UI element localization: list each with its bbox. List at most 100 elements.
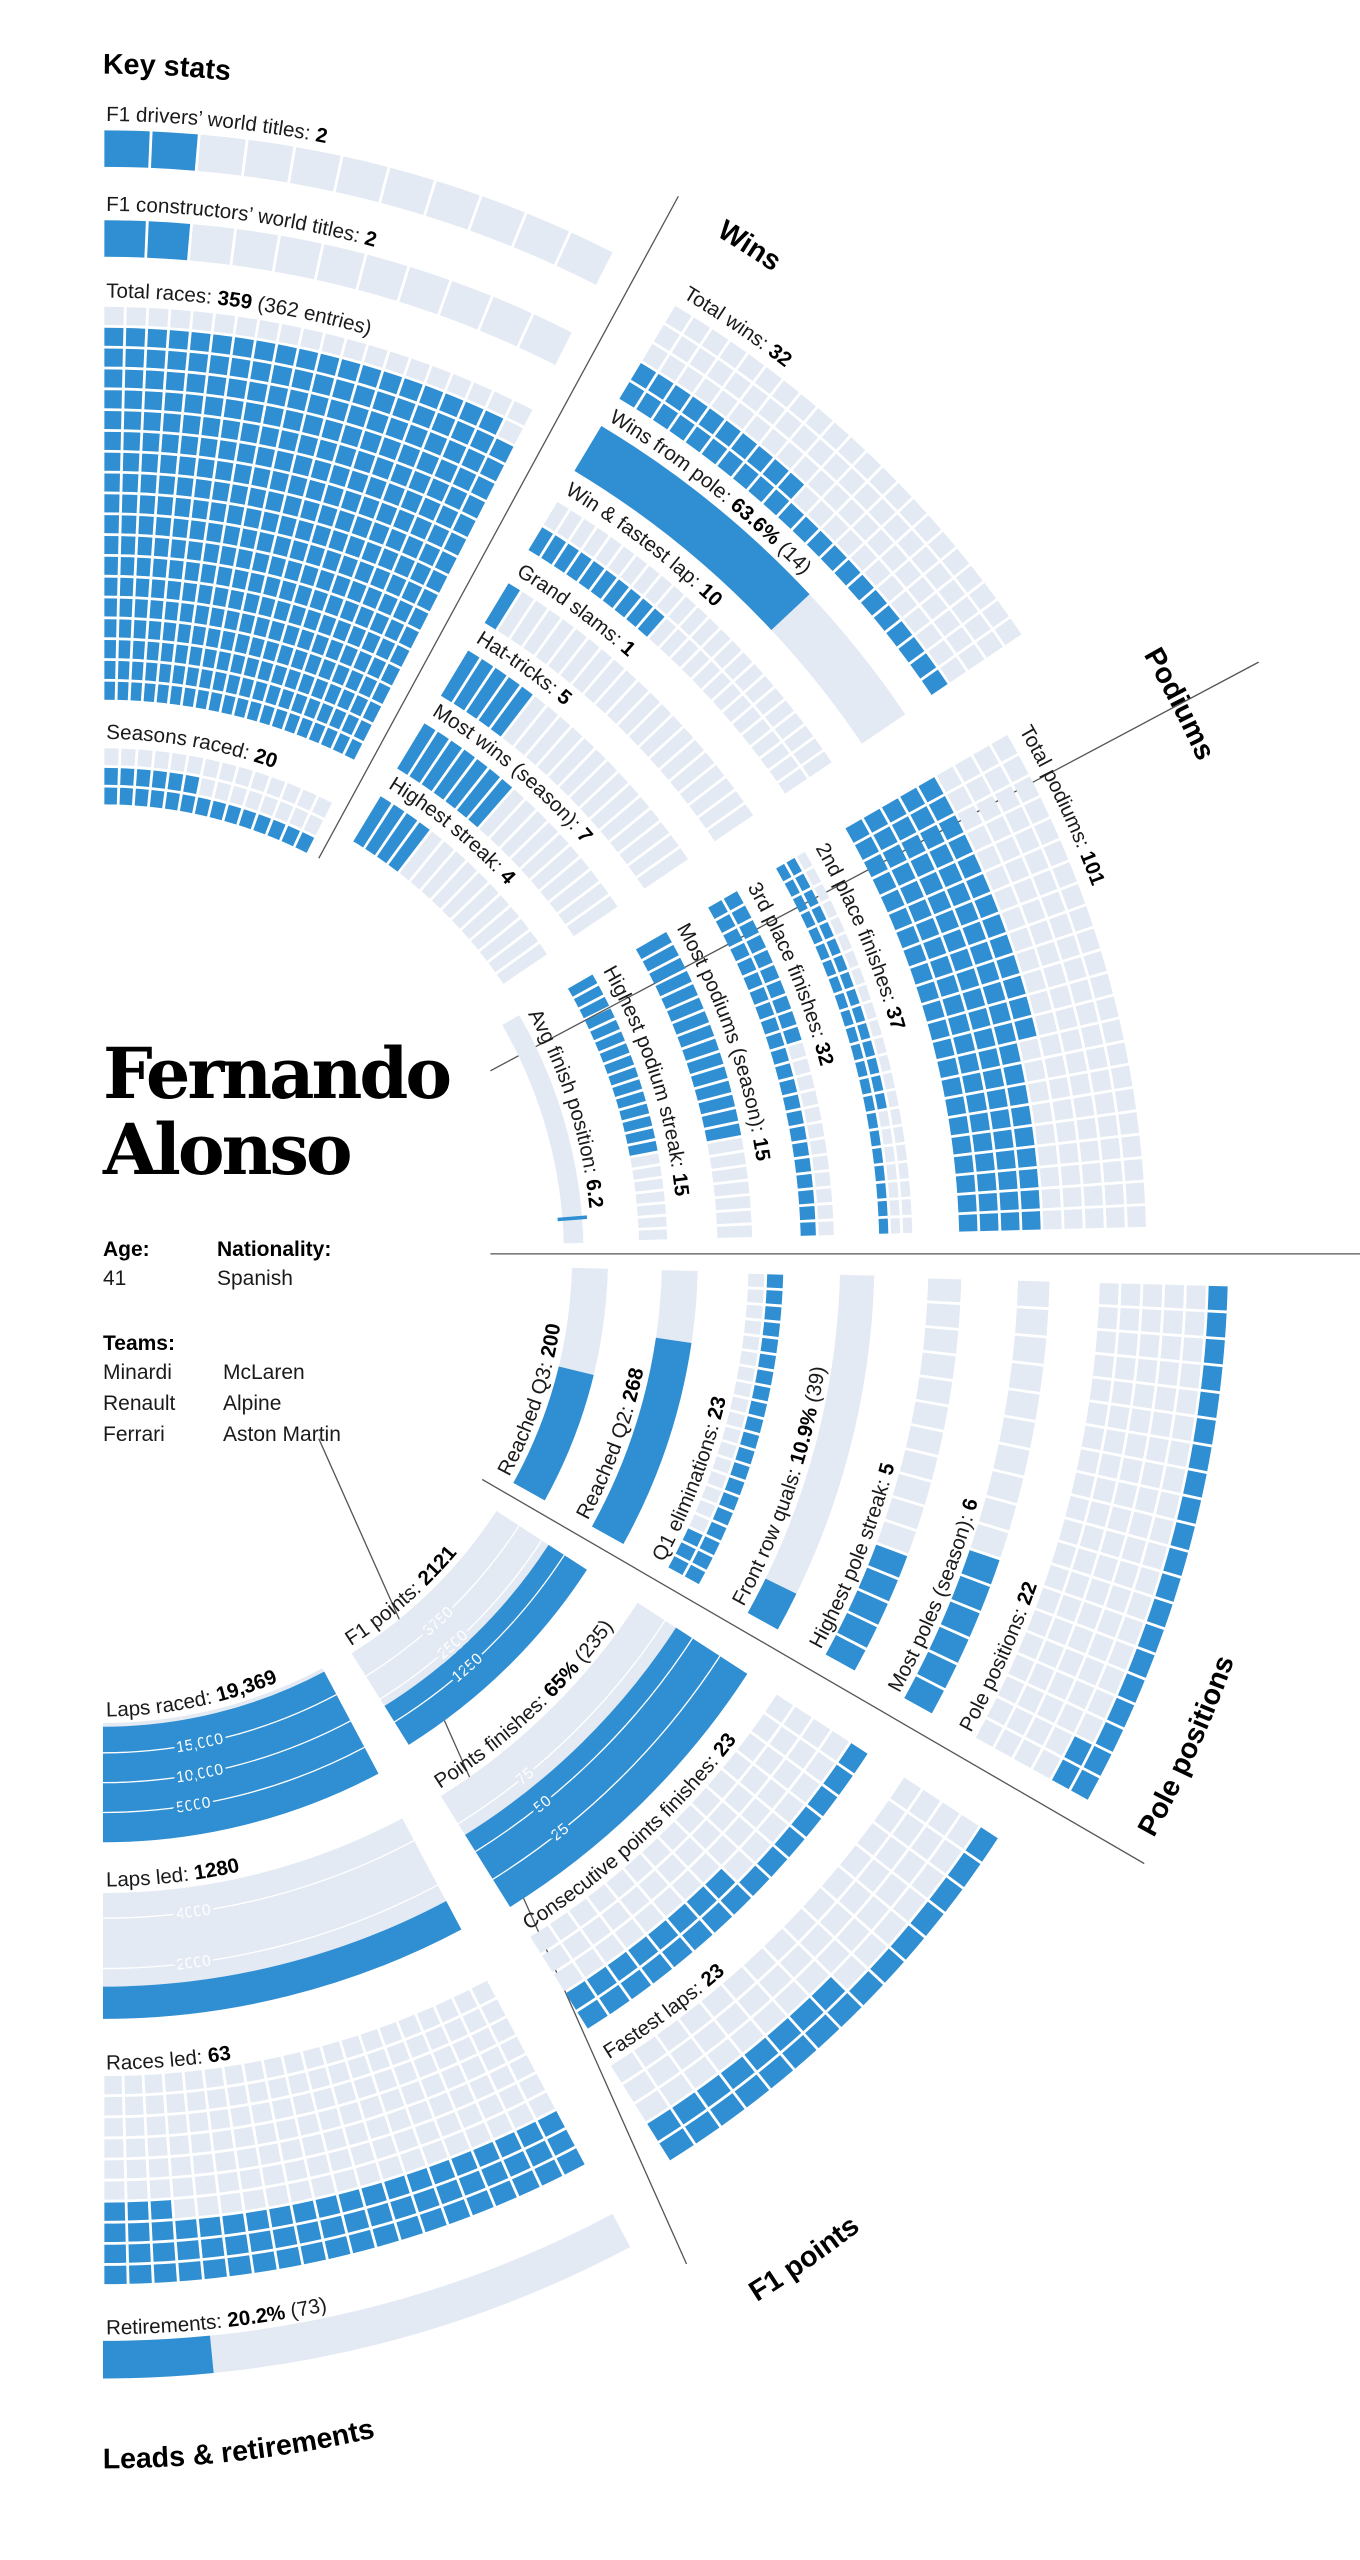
waffle-cell-empty (660, 740, 704, 781)
waffle-cell-empty (1107, 1640, 1135, 1670)
waffle-cell-empty (194, 2174, 217, 2196)
waffle-cell-filled (416, 588, 438, 612)
waffle-cell-filled (104, 431, 121, 451)
waffle-cell-empty (276, 2118, 299, 2141)
waffle-cell-filled (120, 536, 136, 555)
waffle-cell-empty (689, 347, 716, 375)
waffle-cell-filled (888, 907, 913, 931)
waffle-cell-empty (928, 640, 955, 666)
waffle-cell-empty (898, 1162, 909, 1179)
waffle-cell-filled (224, 610, 240, 631)
waffle-cell-filled (361, 631, 381, 654)
waffle-cell-filled (516, 2121, 544, 2148)
waffle-cell-empty (1037, 1640, 1064, 1669)
gridline (102, 1746, 365, 1814)
waffle-cell-filled (128, 2243, 151, 2263)
waffle-cell-filled (385, 574, 407, 597)
waffle-cell-empty (164, 2072, 184, 2093)
waffle-cell-filled (946, 882, 971, 907)
waffle-cell-empty (795, 1960, 829, 1994)
waffle-cell-filled (320, 2215, 346, 2239)
bar-track (351, 1510, 587, 1745)
waffle-cell-empty (316, 244, 365, 290)
waffle-cell-empty (1113, 1482, 1138, 1509)
waffle-cell-empty (1083, 950, 1107, 976)
waffle-cell-empty (497, 591, 534, 638)
waffle-cell-empty (928, 531, 956, 559)
waffle-cell-empty (378, 2155, 404, 2180)
section-title-text: Wins (712, 214, 787, 278)
waffle-cell-filled (672, 2092, 707, 2125)
waffle-cell-filled (104, 515, 120, 534)
waffle-cell-empty (1041, 891, 1066, 917)
waffle-cell-filled (891, 816, 917, 841)
section-title-text: Pole positions (1132, 1652, 1241, 1842)
waffle-cell-filled (714, 420, 741, 447)
waffle-cell-filled (270, 364, 293, 387)
waffle-cell-empty (243, 139, 294, 183)
waffle-cell-filled (979, 1213, 999, 1232)
waffle-cell-empty (498, 419, 523, 445)
waffle-cell-filled (749, 986, 769, 1005)
waffle-cell-filled (162, 413, 182, 433)
waffle-cell-filled (236, 443, 256, 464)
waffle-cell-filled (248, 637, 265, 658)
waffle-cell-filled (318, 614, 337, 636)
waffle-cell-empty (911, 1826, 943, 1860)
waffle-cell-filled (367, 2202, 393, 2227)
waffle-cell-empty (405, 2034, 430, 2058)
waffle-cell-filled (104, 390, 122, 409)
waffle-cell-filled (143, 683, 156, 703)
waffle-cell-empty (301, 2133, 325, 2157)
waffle-cell-filled (253, 814, 272, 835)
waffle-cell-filled (369, 612, 390, 635)
waffle-cell-empty (1085, 1402, 1109, 1427)
gridline (457, 1620, 666, 1825)
waffle-cell-filled (786, 1110, 804, 1127)
waffle-cell-empty (893, 1850, 926, 1884)
waffle-cell-empty (1063, 1209, 1083, 1229)
waffle-cell-filled (147, 221, 191, 261)
waffle-cell-empty (639, 715, 683, 757)
waffle-cell-filled (642, 944, 679, 972)
waffle-cell-filled (1016, 1147, 1037, 1168)
waffle-cell-empty (853, 452, 882, 480)
waffle-cell-empty (242, 2188, 266, 2211)
waffle-cell-filled (607, 1951, 638, 1982)
stat-value: 2 (362, 227, 379, 252)
waffle-cell-empty (1107, 1506, 1132, 1533)
waffle-cell-empty (218, 762, 237, 783)
waffle-cell-empty (730, 1396, 749, 1413)
waffle-cell-filled (730, 942, 750, 962)
waffle-cell-empty (1027, 1663, 1055, 1691)
waffle-cell-filled (706, 1521, 727, 1541)
waffle-cell-filled (123, 432, 141, 451)
waffle-cell-empty (1100, 1530, 1126, 1558)
waffle-cell-empty (400, 2081, 425, 2105)
waffle-cell-empty (630, 1153, 660, 1168)
waffle-cell-empty (853, 1933, 887, 1968)
waffle-cell-empty (1124, 1433, 1148, 1459)
waffle-cell-filled (443, 532, 467, 556)
waffle-cell-filled (715, 914, 736, 933)
waffle-cell-filled (234, 633, 251, 655)
waffle-cell-filled (602, 579, 629, 609)
waffle-cell-filled (251, 467, 271, 488)
waffle-cell-filled (969, 941, 993, 965)
waffle-cell-filled (324, 594, 344, 617)
waffle-cell-empty (500, 811, 547, 858)
waffle-cell-empty (499, 2036, 526, 2062)
waffle-cell-filled (720, 2056, 755, 2090)
waffle-cell-filled (473, 2141, 500, 2168)
waffle-cell-empty (836, 529, 864, 556)
waffle-cell-empty (801, 1718, 831, 1749)
waffle-cell-filled (243, 593, 260, 614)
waffle-cell-filled (866, 1057, 880, 1075)
waffle-cell-empty (670, 752, 715, 792)
waffle-cell-filled (170, 539, 187, 559)
waffle-cell-empty (976, 845, 1002, 871)
waffle-cell-empty (852, 514, 880, 541)
waffle-cell-empty (322, 2041, 345, 2064)
waffle-cell-empty (671, 639, 699, 668)
